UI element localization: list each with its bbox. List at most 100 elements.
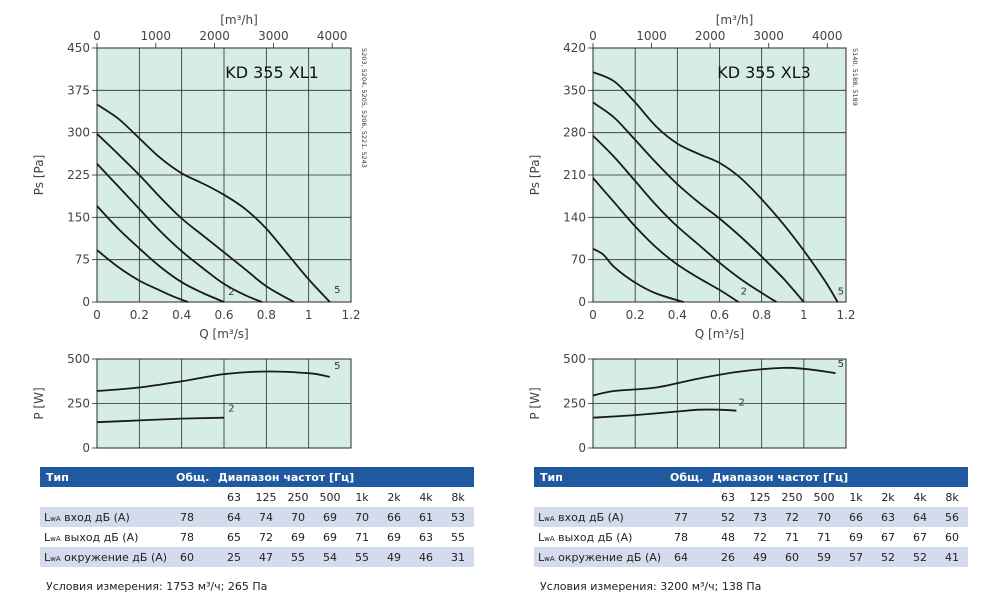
pressure-curve-label: 5 (334, 285, 340, 296)
empty-cell (176, 487, 218, 507)
pressure-curve-4 (592, 101, 805, 303)
pressure-curve-3 (592, 135, 777, 303)
row-value: 70 (808, 507, 840, 527)
row-value: 46 (410, 547, 442, 567)
table-row: LwA окружение дБ (A) 60 25 47 55 54 55 49 46 31 (40, 547, 475, 567)
pressure-curve-5 (592, 71, 839, 303)
pressure-y-tick-label: 70 (571, 253, 586, 267)
row-value: 72 (776, 507, 808, 527)
row-value: 63 (419, 530, 433, 544)
row-label-text: окружение дБ (A) (554, 550, 662, 564)
row-value: 64 (218, 507, 250, 527)
power-y-tick-label: 250 (67, 397, 90, 411)
frequency-label: 250 (781, 490, 803, 504)
frequency-row: 63 125 250 500 1k 2k 4k 8k (40, 487, 474, 507)
frequency-label: 2k (387, 490, 401, 504)
pressure-curve-3 (96, 163, 263, 303)
power-y-tick-label: 0 (578, 441, 586, 455)
table-row: LwA вход дБ (A) 77 52 73 72 70 66 63 64 56 (534, 507, 969, 527)
row-value: 41 (936, 547, 969, 567)
power-curve-2 (96, 370, 330, 392)
frequency-label: 8k (451, 490, 465, 504)
power-curve-label: 2 (738, 397, 744, 408)
row-value: 67 (881, 530, 895, 544)
power-curve-label: 5 (838, 359, 844, 370)
pressure-y-axis-label: Ps [Pa] (528, 155, 542, 196)
frequency-label: 63 (721, 490, 735, 504)
row-label-text: вход дБ (A) (60, 510, 130, 524)
row-value: 67 (913, 530, 927, 544)
row-value: 56 (936, 507, 969, 527)
row-value: 71 (785, 530, 799, 544)
top-axis-tick-label: 0 (93, 29, 101, 43)
pressure-curve-label: 5 (838, 287, 844, 298)
header-total: Общ. (176, 467, 218, 487)
row-value: 47 (250, 547, 282, 567)
top-axis-unit-label: [m³/h] (220, 13, 258, 27)
power-frame (592, 358, 847, 449)
pressure-y-tick-label: 280 (563, 126, 586, 140)
row-value: 70 (346, 507, 378, 527)
pressure-x-axis-label: Q [m³/s] (695, 327, 744, 341)
row-label: LwA окружение дБ (A) (40, 547, 176, 567)
row-label: LwA окружение дБ (A) (534, 547, 670, 567)
row-label: LwA вход дБ (A) (534, 507, 670, 527)
row-label-text: окружение дБ (A) (60, 550, 168, 564)
pressure-x-tick-label: 0.8 (752, 308, 771, 322)
top-axis-tick-label: 1000 (141, 29, 172, 43)
pressure-curve-2 (592, 177, 739, 303)
row-label-text: выход дБ (A) (554, 530, 633, 544)
empty-cell (670, 487, 712, 507)
row-label-symbol: L (538, 550, 545, 564)
top-axis-tick-label: 4000 (812, 29, 843, 43)
fan-charts-xl3: [m³/h] 0 1000 2000 3000 4000 0 0.2 0.4 0.6 0.8 1 1.2… (528, 13, 859, 455)
row-label-subscript: wA (544, 554, 555, 563)
row-value: 55 (282, 547, 314, 567)
frequency-row: 63 125 250 500 1k 2k 4k 8k (534, 487, 968, 507)
pressure-x-tick-label: 0.4 (172, 308, 191, 322)
power-y-tick-label: 500 (563, 352, 586, 366)
top-flow-axis: [m³/h] 0 1000 2000 3000 4000 (589, 13, 843, 48)
pressure-x-tick-label: 0.2 (626, 308, 645, 322)
pressure-y-tick-label: 140 (563, 210, 586, 224)
row-value: 66 (840, 507, 872, 527)
row-value: 65 (227, 530, 241, 544)
top-axis-tick-label: 0 (589, 29, 597, 43)
row-value: 49 (744, 547, 776, 567)
fan-panel-xl1: [m³/h] 0 1000 2000 3000 4000 0 0.2 0.4 0.6 0.8 1 1.2… (0, 0, 480, 615)
power-chart: 0 250 500 P [W] 2 5 (32, 352, 352, 455)
pressure-y-tick-label: 350 (563, 83, 586, 97)
row-label: LwA выход дБ (A) (534, 527, 670, 547)
pressure-curve-5 (96, 103, 331, 303)
frequency-label: 1k (355, 490, 369, 504)
pressure-x-tick-label: 0.6 (214, 308, 233, 322)
frequency-label: 125 (749, 490, 771, 504)
row-label-symbol: L (44, 530, 51, 544)
power-y-axis-label: P [W] (32, 387, 46, 419)
frequency-label: 125 (255, 490, 277, 504)
row-value: 69 (323, 530, 337, 544)
pressure-frame (592, 47, 847, 303)
table-header-row: Тип Общ. Диапазон частот [Гц] (534, 467, 969, 487)
pressure-curve-1 (96, 249, 189, 303)
frequency-label: 63 (227, 490, 241, 504)
row-total: 78 (176, 507, 218, 527)
row-value: 60 (776, 547, 808, 567)
pressure-x-tick-label: 1 (800, 308, 808, 322)
pressure-curve-2 (96, 205, 225, 303)
row-value: 74 (250, 507, 282, 527)
row-value: 69 (291, 530, 305, 544)
table-row: LwA выход дБ (A) 78 65 72 69 69 71 69 63 55 (40, 527, 474, 547)
row-label-symbol: L (44, 510, 51, 524)
pressure-y-tick-label: 0 (578, 295, 586, 309)
pressure-curve-label: 2 (741, 287, 747, 298)
power-chart: 0 250 500 P [W] 2 5 (528, 352, 847, 455)
pressure-y-tick-label: 375 (67, 83, 90, 97)
fan-panel-xl3: [m³/h] 0 1000 2000 3000 4000 0 0.2 0.4 0.6 0.8 1 1.2… (494, 0, 974, 615)
row-label-subscript: wA (50, 514, 61, 523)
header-total: Общ. (670, 467, 712, 487)
sound-data-table: Тип Общ. Диапазон частот [Гц] 63 125 250 500 1k… (534, 467, 969, 567)
frequency-label: 4k (913, 490, 927, 504)
measurement-conditions: Условия измерения: 1753 м³/ч; 265 Па (46, 580, 268, 593)
